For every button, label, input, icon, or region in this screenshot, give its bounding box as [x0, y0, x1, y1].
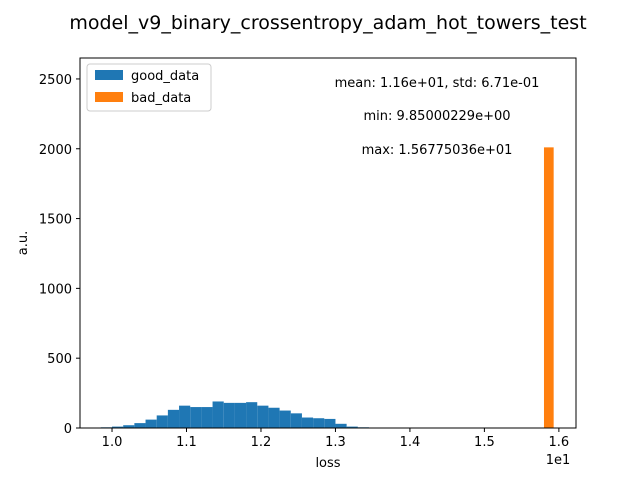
legend-label-bad-data: bad_data: [131, 91, 191, 106]
chart-title: model_v9_binary_crossentropy_adam_hot_to…: [69, 12, 586, 34]
histogram-bar-good-data-15: [268, 407, 280, 428]
x-ticks: 1.0 1.1 1.2 1.3 1.4 1.5 1.6: [102, 428, 570, 450]
legend-swatch-good-data: [95, 70, 123, 80]
histogram-bar-good-data-22: [346, 426, 358, 428]
histogram-bar-good-data-5: [156, 415, 168, 428]
histogram-bar-good-data-12: [234, 402, 247, 428]
y-ticks: 0 500 1000 1500 2000 2500: [39, 73, 80, 437]
x-tick-label: 1.6: [549, 435, 570, 450]
histogram-bar-good-data-18: [301, 417, 314, 428]
x-tick-label: 1.0: [102, 435, 123, 450]
x-tick-label: 1.2: [251, 435, 272, 450]
x-tick-label: 1.3: [325, 435, 346, 450]
axes-frame: [79, 57, 577, 429]
histogram-bar-good-data-20: [324, 418, 336, 428]
histogram-bar-good-data-16: [279, 410, 291, 428]
histogram-bar-good-data-3: [134, 423, 146, 428]
histogram-bar-good-data-19: [313, 418, 325, 428]
histogram-bar-good-data-10: [212, 401, 224, 428]
y-tick-label: 1000: [39, 282, 72, 297]
y-axis-label: a.u.: [16, 231, 31, 255]
x-tick-label: 1.5: [474, 435, 495, 450]
stats-min: min: 9.85000229e+00: [363, 109, 510, 124]
stats-mean-std: mean: 1.16e+01, std: 6.71e-01: [335, 76, 540, 91]
histogram-bar-good-data-11: [223, 402, 235, 428]
bars-layer: [100, 147, 554, 429]
legend-swatch-bad-data: [95, 92, 123, 102]
legend-label-good-data: good_data: [131, 69, 199, 84]
histogram-bar-good-data-8: [190, 407, 202, 428]
y-tick-label: 2500: [39, 73, 72, 88]
histogram-bar-good-data-13: [246, 402, 258, 428]
histogram-bar-bad-data-0: [543, 147, 554, 429]
x-axis-label: loss: [315, 456, 340, 471]
x-axis-offset-label: 1e1: [546, 453, 571, 468]
y-tick-label: 2000: [39, 143, 72, 158]
y-tick-label: 1500: [39, 213, 72, 228]
histogram-bar-good-data-7: [179, 405, 191, 428]
histogram-bar-good-data-17: [290, 413, 302, 428]
x-tick-label: 1.1: [176, 435, 197, 450]
legend: good_data bad_data: [86, 63, 212, 112]
histogram-bar-good-data-4: [145, 419, 157, 428]
histogram-bar-good-data-9: [201, 407, 213, 428]
histogram-bar-good-data-14: [257, 405, 269, 428]
histogram-bar-good-data-6: [167, 409, 180, 428]
x-tick-label: 1.4: [400, 435, 421, 450]
histogram-bar-good-data-21: [335, 423, 347, 428]
y-tick-label: 0: [64, 422, 72, 437]
histogram-bar-good-data-2: [123, 425, 135, 428]
histogram-bar-good-data-1: [112, 426, 124, 428]
y-tick-label: 500: [47, 352, 72, 367]
stats-max: max: 1.56775036e+01: [362, 143, 513, 158]
